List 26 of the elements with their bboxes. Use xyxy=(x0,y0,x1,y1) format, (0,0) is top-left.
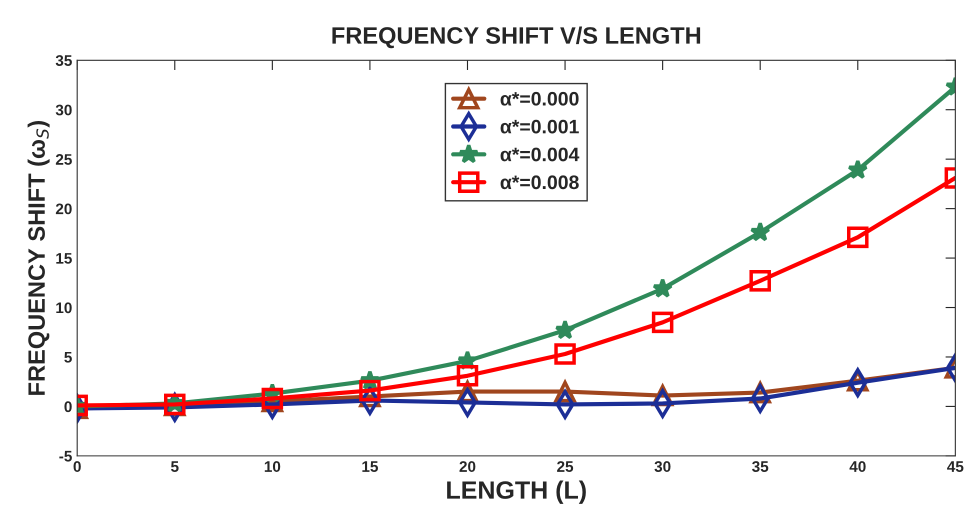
y-tick-label: 25 xyxy=(56,154,72,165)
x-tick-label: 30 xyxy=(654,461,671,472)
legend-label: α*=0.008 xyxy=(500,175,579,190)
x-tick-label: 45 xyxy=(947,461,964,472)
x-tick-label: 5 xyxy=(170,461,179,472)
y-tick-label: -5 xyxy=(59,450,72,462)
y-tick-label: 20 xyxy=(56,203,72,214)
y-tick-label: 15 xyxy=(56,253,72,264)
x-tick-label: 35 xyxy=(752,461,768,472)
legend-label: α*=0.001 xyxy=(500,120,579,134)
legend-label: α*=0.000 xyxy=(500,92,579,106)
legend-label: α*=0.004 xyxy=(500,148,580,162)
x-tick-label: 0 xyxy=(74,461,81,472)
y-tick-label: 10 xyxy=(56,302,72,314)
y-tick-label: 35 xyxy=(56,55,72,66)
y-tick-label: 5 xyxy=(64,352,72,363)
x-tick-label: 10 xyxy=(264,461,280,472)
y-tick-label: 30 xyxy=(56,104,72,116)
x-tick-label: 40 xyxy=(850,461,866,472)
y-axis-title: FREQUENCY SHIFT (ω$_{S}$) xyxy=(28,121,50,395)
chart-title: FREQUENCY SHIFT V/S LENGTH xyxy=(332,26,700,48)
x-axis-title: LENGTH (L) xyxy=(447,480,586,504)
x-tick-label: 20 xyxy=(460,461,476,472)
y-tick-label: 0 xyxy=(64,401,72,412)
x-tick-label: 25 xyxy=(557,461,574,472)
x-tick-label: 15 xyxy=(362,461,378,472)
